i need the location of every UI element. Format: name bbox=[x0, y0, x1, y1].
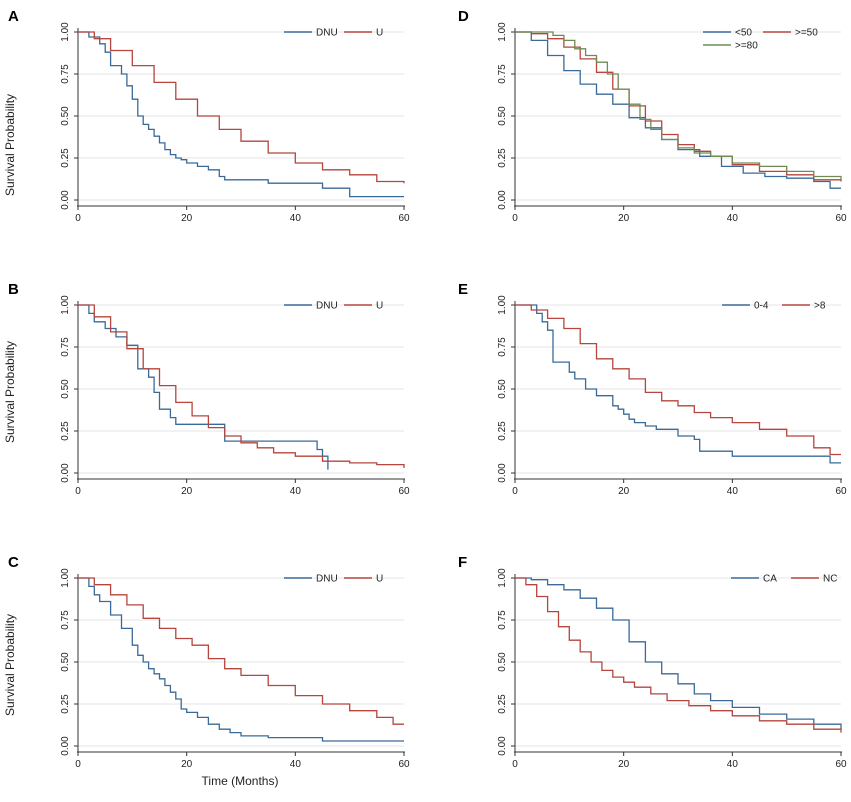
curve-0-4 bbox=[515, 304, 841, 464]
panel-letter: F bbox=[458, 554, 467, 571]
y-tick-label: 0.25 bbox=[60, 421, 71, 441]
legend-label: <50 bbox=[735, 28, 752, 39]
curve-U bbox=[78, 577, 404, 725]
x-tick-label: 20 bbox=[618, 486, 630, 497]
legend-label: CA bbox=[763, 574, 777, 585]
curve-U bbox=[78, 304, 405, 468]
y-tick-label: 0.75 bbox=[497, 337, 508, 357]
legend-label: >=80 bbox=[735, 41, 758, 52]
y-tick-label: 0.75 bbox=[497, 64, 508, 84]
panel-d: D 0.00 0.25 0.50 0.75 1.00 0 20 40 60 <50 >=50 >=80 bbox=[458, 8, 847, 224]
x-tick-label: 20 bbox=[181, 486, 193, 497]
x-tick-label: 60 bbox=[835, 486, 847, 497]
panel-letter: C bbox=[8, 554, 19, 571]
x-tick-label: 20 bbox=[181, 759, 193, 770]
y-tick-label: 0.00 bbox=[497, 190, 508, 210]
y-tick-label: 0.25 bbox=[497, 694, 508, 714]
y-axis-title: Survival Probability bbox=[3, 614, 17, 716]
x-tick-label: 40 bbox=[290, 759, 302, 770]
y-tick-label: 1.00 bbox=[497, 22, 508, 42]
y-tick-label: 0.50 bbox=[60, 652, 71, 672]
x-tick-label: 0 bbox=[75, 213, 81, 224]
y-tick-label: 0.75 bbox=[60, 64, 71, 84]
curve->=50 bbox=[515, 31, 842, 182]
y-axis-title: Survival Probability bbox=[3, 94, 17, 196]
y-tick-label: 1.00 bbox=[60, 295, 71, 315]
curve-DNU bbox=[78, 577, 404, 742]
y-tick-label: 0.50 bbox=[497, 652, 508, 672]
y-tick-label: 0.00 bbox=[497, 736, 508, 756]
x-tick-label: 20 bbox=[618, 213, 630, 224]
curve->8 bbox=[515, 304, 841, 456]
x-tick-label: 60 bbox=[835, 213, 847, 224]
legend-label: DNU bbox=[316, 574, 338, 585]
y-tick-label: 0.75 bbox=[60, 610, 71, 630]
y-tick-label: 1.00 bbox=[60, 568, 71, 588]
x-tick-label: 20 bbox=[181, 213, 193, 224]
x-tick-label: 40 bbox=[727, 759, 739, 770]
legend-label: >8 bbox=[814, 301, 826, 312]
curve->=80 bbox=[515, 31, 842, 180]
legend-label: DNU bbox=[316, 301, 338, 312]
y-tick-label: 0.50 bbox=[497, 106, 508, 126]
x-tick-label: 0 bbox=[512, 213, 518, 224]
x-tick-label: 60 bbox=[398, 486, 410, 497]
curve-<50 bbox=[515, 31, 841, 189]
curve-DNU bbox=[78, 304, 329, 470]
y-tick-label: 0.50 bbox=[60, 106, 71, 126]
x-tick-label: 0 bbox=[512, 486, 518, 497]
y-tick-label: 0.25 bbox=[497, 421, 508, 441]
panel-letter: E bbox=[458, 281, 468, 298]
legend-label: >=50 bbox=[795, 28, 818, 39]
y-tick-label: 0.00 bbox=[60, 736, 71, 756]
y-tick-label: 0.50 bbox=[60, 379, 71, 399]
legend-label: DNU bbox=[316, 28, 338, 39]
x-tick-label: 60 bbox=[398, 213, 410, 224]
y-tick-label: 0.75 bbox=[497, 610, 508, 630]
y-tick-label: 0.25 bbox=[497, 148, 508, 168]
x-axis-title: Time (Months) bbox=[202, 774, 279, 788]
x-tick-label: 60 bbox=[398, 759, 410, 770]
y-tick-label: 0.00 bbox=[60, 190, 71, 210]
panel-c: C 0.00 0.25 0.50 0.75 1.00 0 20 40 60 DNU U bbox=[8, 554, 410, 770]
y-tick-label: 0.00 bbox=[60, 463, 71, 483]
panel-a: A 0.00 0.25 0.50 0.75 1.00 0 20 40 60 DNU U bbox=[8, 8, 410, 224]
y-tick-label: 0.50 bbox=[497, 379, 508, 399]
y-tick-label: 0.75 bbox=[60, 337, 71, 357]
panel-e: E 0.00 0.25 0.50 0.75 1.00 0 20 40 60 0-4 >8 bbox=[458, 281, 847, 497]
legend-label: 0-4 bbox=[754, 301, 769, 312]
x-tick-label: 20 bbox=[618, 759, 630, 770]
panel-b: B 0.00 0.25 0.50 0.75 1.00 0 20 40 60 DNU U bbox=[8, 281, 410, 497]
y-tick-label: 1.00 bbox=[497, 568, 508, 588]
curve-DNU bbox=[78, 31, 404, 198]
x-tick-label: 0 bbox=[75, 759, 81, 770]
legend-label: NC bbox=[823, 574, 837, 585]
y-tick-label: 0.25 bbox=[60, 148, 71, 168]
legend-label: U bbox=[376, 574, 383, 585]
x-tick-label: 60 bbox=[835, 759, 847, 770]
y-tick-label: 1.00 bbox=[60, 22, 71, 42]
x-tick-label: 40 bbox=[727, 213, 739, 224]
legend-label: U bbox=[376, 301, 383, 312]
curve-CA bbox=[515, 577, 842, 730]
panel-f: F 0.00 0.25 0.50 0.75 1.00 0 20 40 60 CA NC bbox=[458, 554, 847, 770]
x-tick-label: 40 bbox=[727, 486, 739, 497]
panel-letter: B bbox=[8, 281, 19, 298]
x-tick-label: 40 bbox=[290, 486, 302, 497]
panel-letter: A bbox=[8, 8, 19, 25]
curve-U bbox=[78, 31, 405, 184]
y-tick-label: 1.00 bbox=[497, 295, 508, 315]
y-tick-label: 0.00 bbox=[497, 463, 508, 483]
x-tick-label: 0 bbox=[512, 759, 518, 770]
y-tick-label: 0.25 bbox=[60, 694, 71, 714]
x-tick-label: 40 bbox=[290, 213, 302, 224]
x-tick-label: 0 bbox=[75, 486, 81, 497]
legend-label: U bbox=[376, 28, 383, 39]
curve-NC bbox=[515, 577, 842, 733]
panel-letter: D bbox=[458, 8, 469, 25]
y-axis-title: Survival Probability bbox=[3, 341, 17, 443]
